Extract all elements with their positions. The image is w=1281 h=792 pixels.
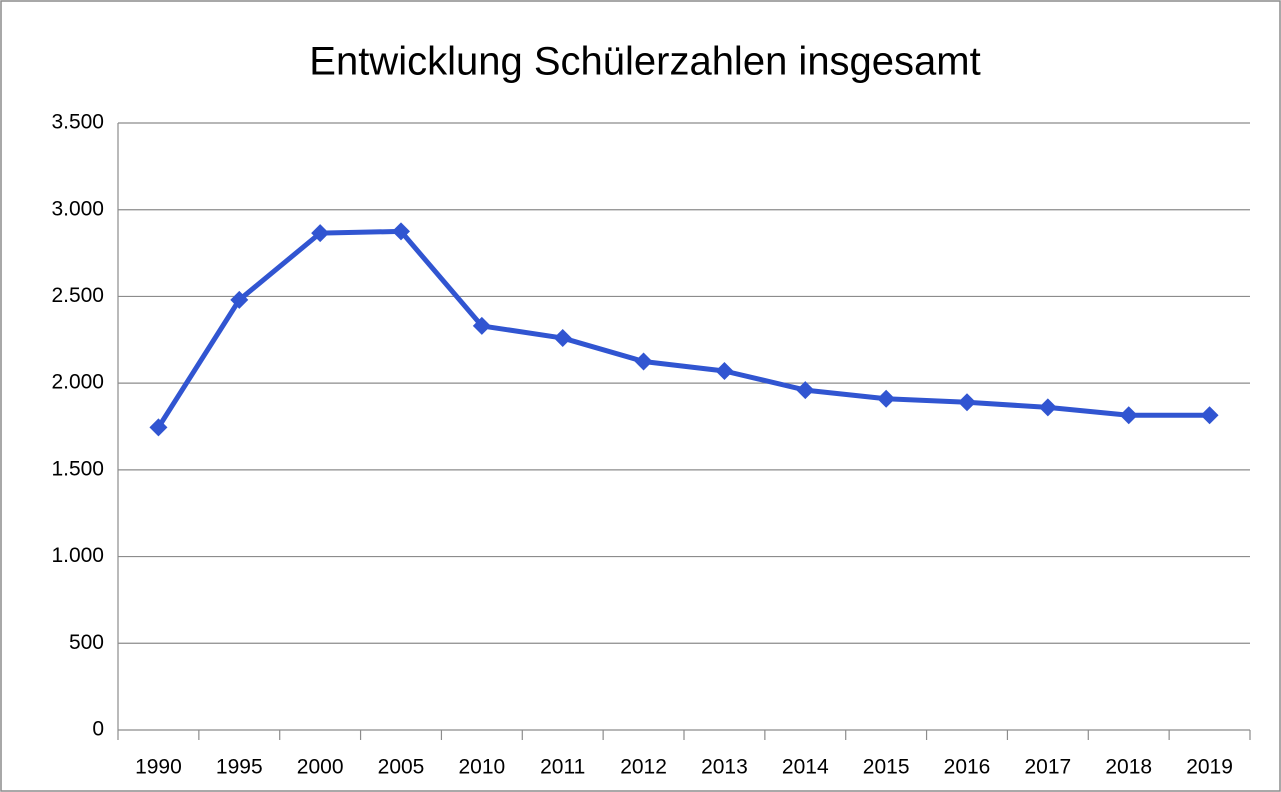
y-tick-label: 3.000 xyxy=(51,197,104,220)
data-point xyxy=(553,329,572,348)
y-tick-label: 1.000 xyxy=(51,544,104,567)
x-tick-label: 2016 xyxy=(944,756,991,779)
x-tick-label: 1995 xyxy=(216,756,263,779)
data-point xyxy=(230,290,249,309)
y-tick-label: 2.500 xyxy=(51,284,104,307)
data-point xyxy=(1038,398,1057,417)
y-tick-label: 0 xyxy=(92,718,104,741)
x-tick-label: 2012 xyxy=(620,756,667,779)
data-point xyxy=(311,224,330,243)
data-point xyxy=(715,362,734,381)
x-tick-label: 2014 xyxy=(782,756,829,779)
data-point xyxy=(392,222,410,241)
y-tick-label: 3.500 xyxy=(51,111,104,134)
y-tick-label: 2.000 xyxy=(51,371,104,394)
y-tick-label: 1.500 xyxy=(51,457,104,480)
x-tick-label: 2000 xyxy=(297,756,344,779)
x-tick-label: 2018 xyxy=(1105,756,1152,779)
x-tick-label: 2010 xyxy=(458,756,505,779)
x-tick-label: 1990 xyxy=(135,756,182,779)
data-point xyxy=(634,352,653,371)
data-point xyxy=(472,316,491,335)
data-point xyxy=(796,381,815,400)
chart-title: Entwicklung Schülerzahlen insgesamt xyxy=(309,40,980,84)
data-point xyxy=(877,389,896,408)
x-tick-label: 2015 xyxy=(863,756,910,779)
x-tick-label: 2019 xyxy=(1186,756,1233,779)
data-point xyxy=(1119,406,1138,425)
data-point xyxy=(1200,406,1219,425)
x-tick-label: 2013 xyxy=(701,756,748,779)
data-point xyxy=(958,393,976,412)
x-tick-label: 2005 xyxy=(378,756,425,779)
series-line xyxy=(156,228,1210,429)
y-tick-label: 500 xyxy=(69,631,104,654)
data-point xyxy=(149,418,168,437)
x-tick-label: 2017 xyxy=(1024,756,1071,779)
x-tick-label: 2011 xyxy=(540,756,585,779)
